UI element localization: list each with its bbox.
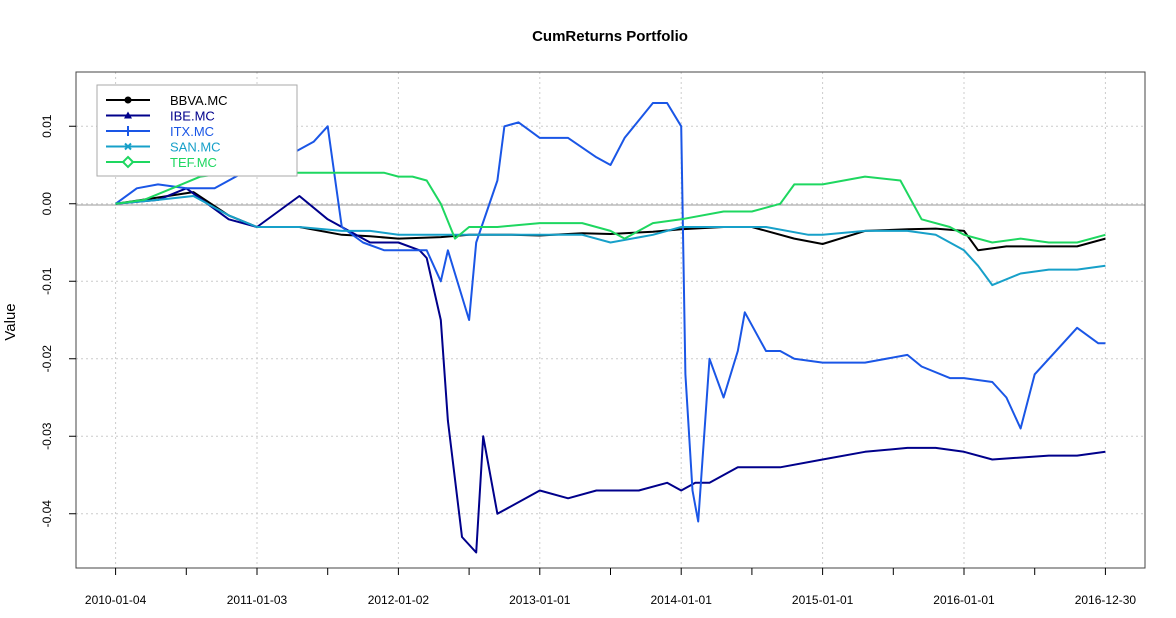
y-tick-label: -0.04	[40, 500, 54, 528]
legend-label-ibe-mc: IBE.MC	[170, 109, 215, 124]
y-tick-label: -0.02	[40, 345, 54, 373]
legend-label-bbva-mc: BBVA.MC	[170, 93, 228, 108]
y-tick-label: 0.01	[40, 114, 54, 138]
legend-marker-bbva-mc	[124, 96, 132, 104]
legend-label-san-mc: SAN.MC	[170, 140, 221, 155]
series-line-tef-mc	[115, 171, 1106, 244]
series-line-san-mc	[115, 195, 1106, 287]
y-axis-label: Value	[2, 303, 19, 340]
legend-marker-ibe-mc	[124, 111, 132, 119]
series-line-ibe-mc	[115, 187, 1106, 554]
x-tick-label: 2016-12-30	[1075, 593, 1137, 607]
chart-title: CumReturns Portfolio	[532, 28, 688, 45]
y-tick-label: -0.03	[40, 422, 54, 450]
series-lines	[115, 102, 1106, 554]
x-tick-label: 2012-01-02	[368, 593, 430, 607]
x-tick-label: 2011-01-03	[227, 593, 288, 607]
x-axis: 2010-01-04 2011-01-03 2012-01-02 2013-01-01…	[85, 568, 1137, 607]
grid	[76, 72, 1145, 568]
legend-label-itx-mc: ITX.MC	[170, 124, 214, 139]
legend-marker-san-mc	[124, 142, 132, 151]
y-tick-label: 0.00	[40, 192, 54, 216]
x-tick-label: 2014-01-01	[651, 593, 713, 607]
x-tick-label: 2015-01-01	[792, 593, 854, 607]
legend-label-tef-mc: TEF.MC	[170, 155, 217, 170]
series-line-itx-mc	[115, 102, 1106, 523]
y-tick-label: -0.01	[40, 267, 54, 295]
x-tick-label: 2016-01-01	[933, 593, 995, 607]
x-tick-label: 2010-01-04	[85, 593, 147, 607]
y-axis: -0.04 -0.03 -0.02 -0.01 0.00 0.01	[40, 114, 76, 527]
x-tick-label: 2013-01-01	[509, 593, 571, 607]
legend-marker-tef-mc	[121, 155, 135, 169]
